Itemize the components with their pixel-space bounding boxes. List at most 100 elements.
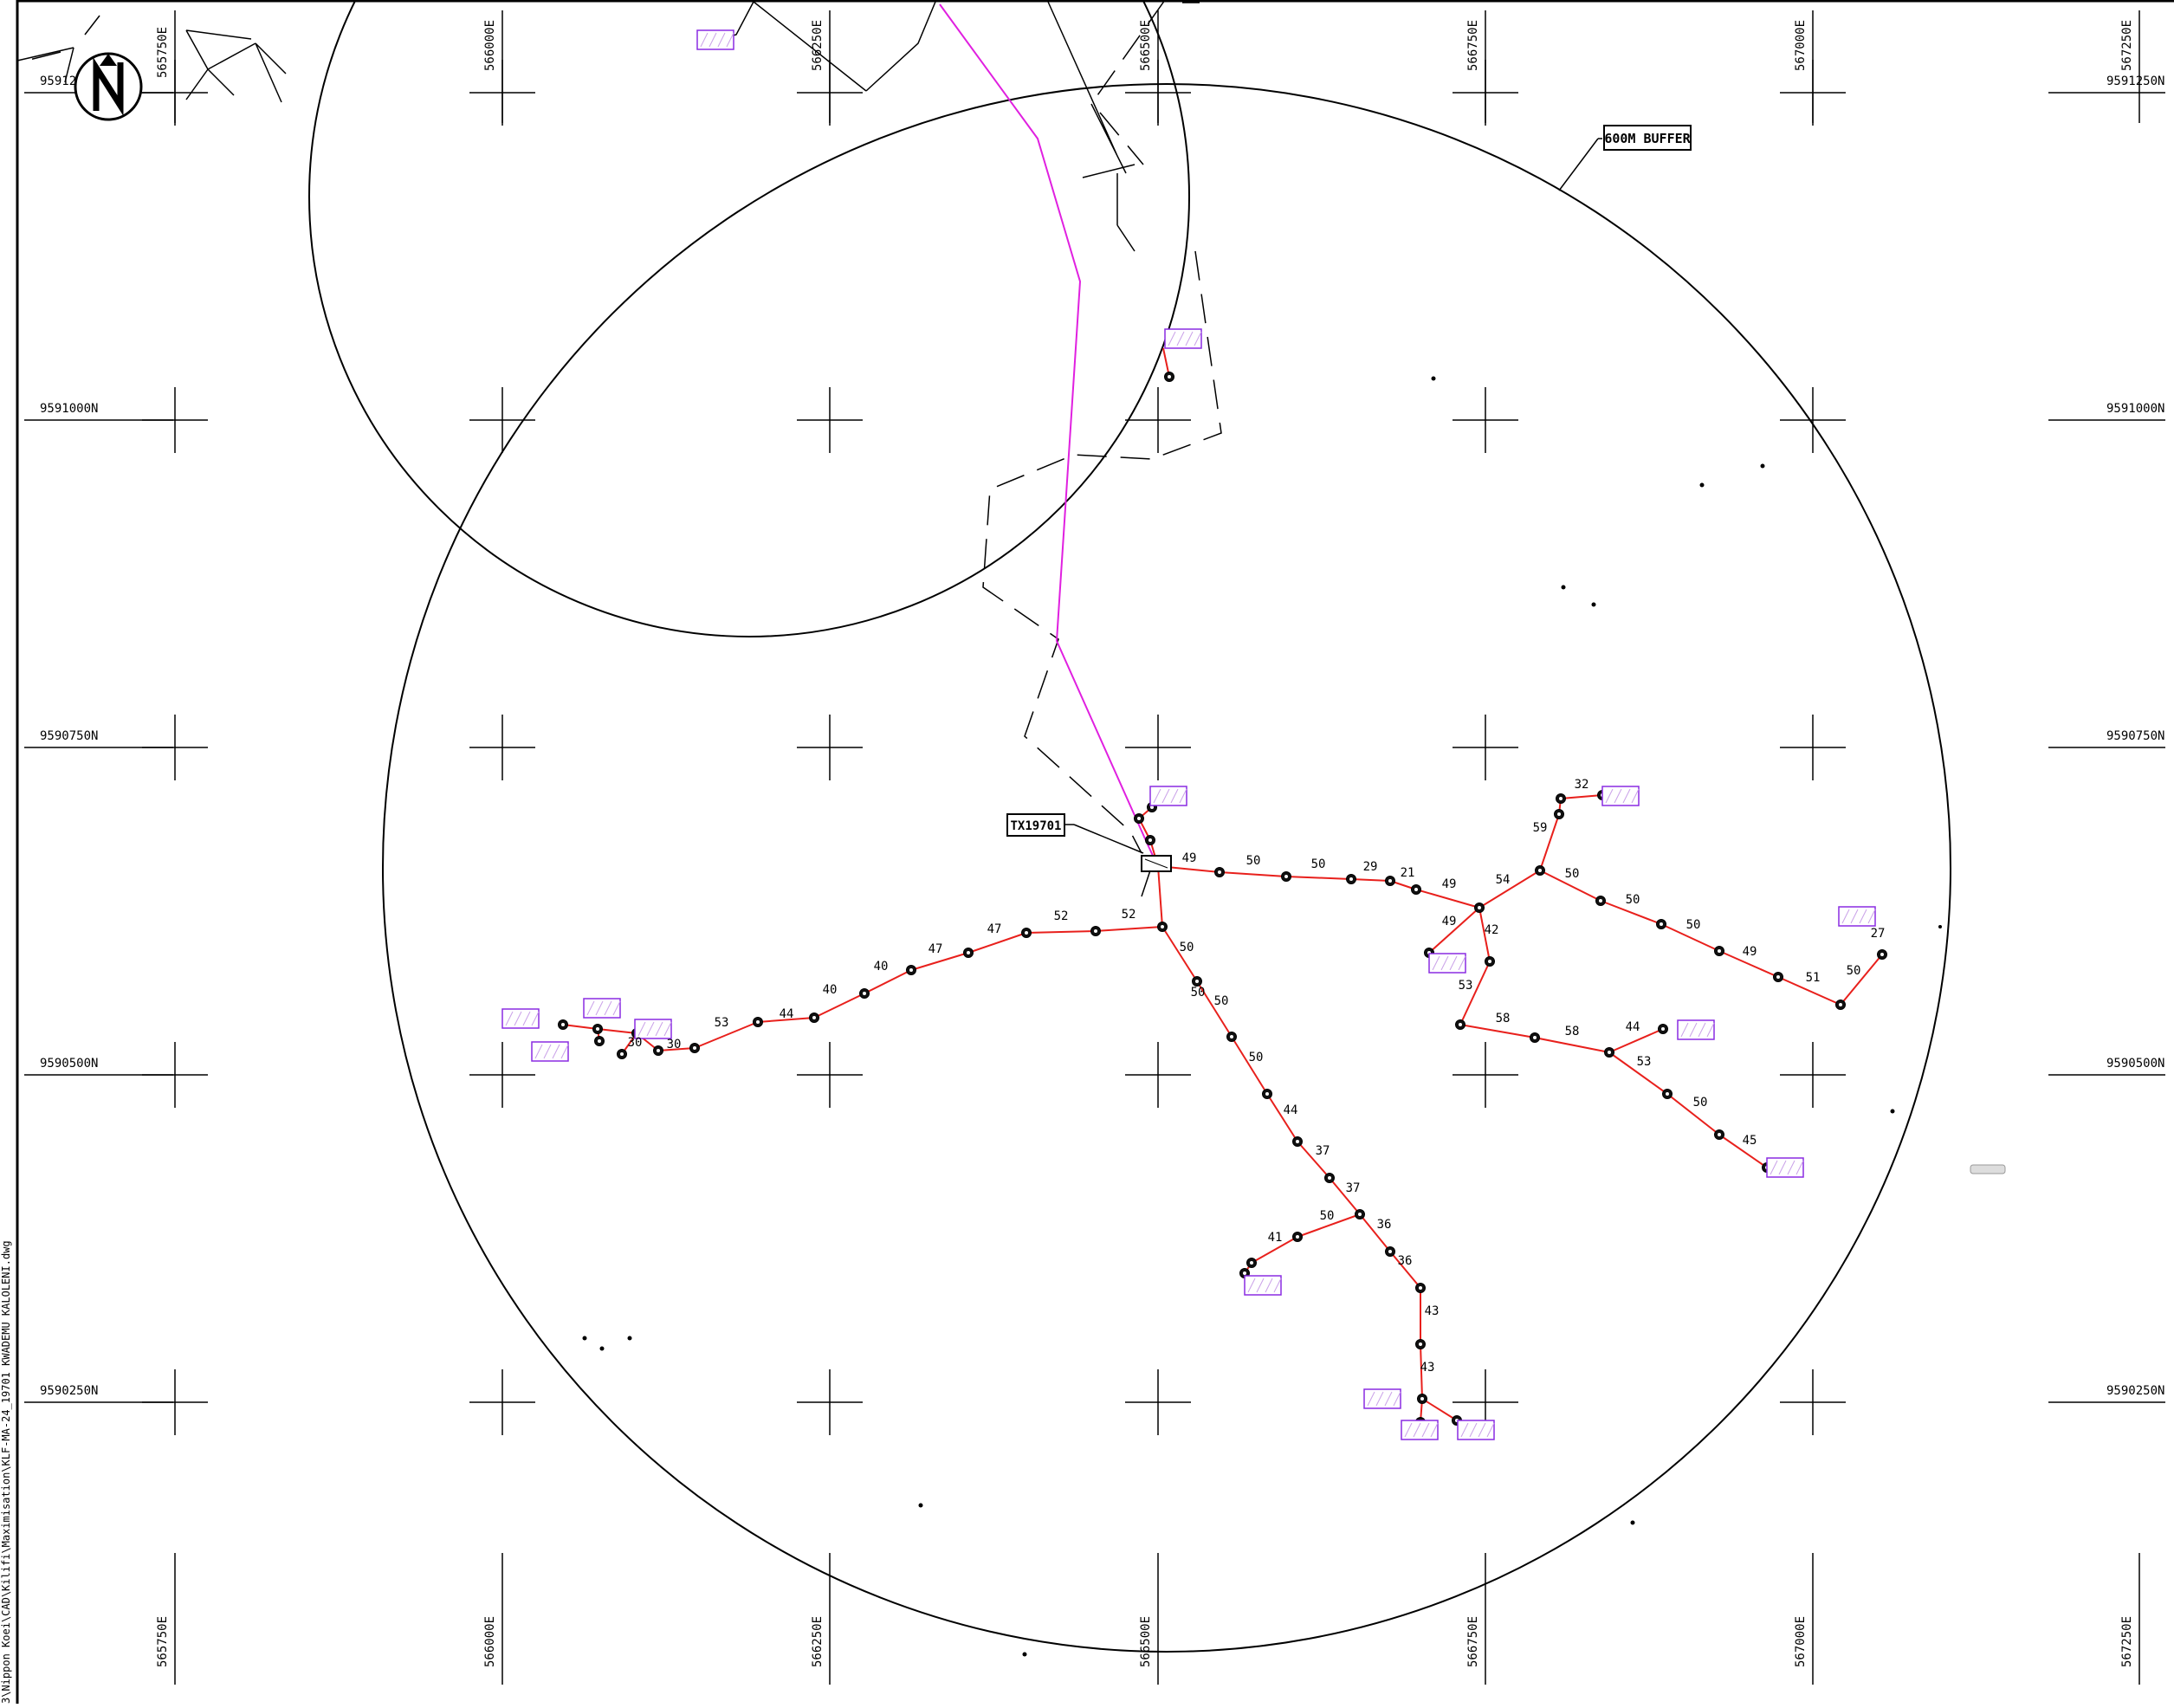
structure-hatch xyxy=(1680,1022,1689,1038)
span-length-label: 49 xyxy=(1743,945,1757,959)
structure-box[interactable] xyxy=(1766,1157,1804,1178)
structure-hatch xyxy=(1247,1278,1256,1293)
structure-hatch xyxy=(1153,788,1161,804)
structure-hatch xyxy=(1367,1391,1375,1407)
structure-box[interactable] xyxy=(1149,786,1187,806)
lv-span xyxy=(1219,871,1287,877)
pole-center xyxy=(1718,1133,1721,1136)
pole-center xyxy=(1218,870,1221,874)
pole-center xyxy=(1538,869,1542,872)
pole-center xyxy=(967,951,970,954)
structure-box[interactable] xyxy=(1428,953,1466,974)
structure-box[interactable] xyxy=(1401,1420,1439,1440)
lv-span xyxy=(1095,926,1163,932)
span-length-label: 50 xyxy=(1191,986,1206,1000)
span-length-label: 27 xyxy=(1871,927,1886,941)
pole-center xyxy=(596,1027,599,1031)
lv-span xyxy=(910,952,969,971)
structure-box[interactable] xyxy=(501,1008,540,1029)
pole-center xyxy=(756,1020,760,1024)
structure-box[interactable] xyxy=(696,29,734,50)
structure-hatch xyxy=(595,1000,604,1016)
lv-span xyxy=(1157,865,1163,928)
pole-center xyxy=(812,1016,816,1019)
span-length-label: 30 xyxy=(667,1038,682,1051)
pole-center xyxy=(1557,812,1561,816)
northing-left-label: 95912 xyxy=(40,74,76,88)
structure-hatch xyxy=(534,1044,543,1059)
structure-hatch xyxy=(1458,955,1466,971)
pole-center xyxy=(1150,805,1154,809)
easting-bottom-label: 567250E xyxy=(2120,1616,2134,1667)
pole-center xyxy=(1420,1397,1424,1401)
structure-hatch xyxy=(663,1021,672,1037)
northing-right-label: 9590750N xyxy=(2106,729,2164,743)
easting-top-label: 566000E xyxy=(483,20,497,71)
structure-hatch xyxy=(1393,1391,1401,1407)
span-length-label: 44 xyxy=(780,1007,794,1021)
structure-hatch xyxy=(708,32,717,48)
span-length-label: 47 xyxy=(987,922,1002,936)
easting-bottom-label: 566500E xyxy=(1139,1616,1153,1667)
lv-span xyxy=(1329,1177,1361,1215)
lv-span xyxy=(1539,813,1560,871)
structure-hatch xyxy=(1432,955,1440,971)
lv-span xyxy=(694,1021,759,1049)
structure-hatch xyxy=(1850,909,1859,924)
structure-box[interactable] xyxy=(1457,1420,1495,1440)
structure-hatch xyxy=(604,1000,612,1016)
span-length-label: 49 xyxy=(1442,915,1457,928)
span-length-label: 50 xyxy=(1565,867,1580,881)
lv-span xyxy=(1560,794,1603,799)
span-length-label: 51 xyxy=(1806,971,1821,985)
span-length-label: 30 xyxy=(628,1036,643,1050)
structure-box[interactable] xyxy=(531,1041,569,1062)
lv-network xyxy=(562,347,1883,1423)
lv-span xyxy=(1350,878,1391,882)
structure-hatch xyxy=(1631,788,1640,804)
pole-center xyxy=(598,1039,601,1043)
structure-box[interactable] xyxy=(1363,1388,1401,1409)
pole-center xyxy=(1880,953,1884,956)
structure-hatch xyxy=(1706,1022,1715,1038)
northing-left-label: 9590250N xyxy=(40,1384,98,1398)
span-length-label: 50 xyxy=(1180,941,1194,954)
structure-hatch xyxy=(1460,1422,1469,1438)
structure-hatch xyxy=(543,1044,552,1059)
lv-span xyxy=(1026,930,1097,934)
easting-bottom-label: 566000E xyxy=(483,1616,497,1667)
pole-center xyxy=(1094,929,1097,933)
structure-box[interactable] xyxy=(583,998,621,1019)
span-length-label: 52 xyxy=(1122,908,1136,922)
structure-hatch xyxy=(1841,909,1850,924)
structure-box[interactable] xyxy=(1677,1019,1715,1040)
pole-center xyxy=(1666,1092,1669,1096)
structure-hatch xyxy=(1170,788,1179,804)
lv-span xyxy=(1266,1093,1298,1142)
pole-center xyxy=(1358,1213,1362,1216)
structure-box[interactable] xyxy=(1601,786,1640,806)
northing-right-label: 9591250N xyxy=(2106,74,2164,88)
northing-right-label: 9590250N xyxy=(2106,1384,2164,1398)
span-length-label: 36 xyxy=(1377,1218,1392,1232)
span-length-label: 53 xyxy=(715,1016,729,1030)
northing-right-label: 9591000N xyxy=(2106,402,2164,416)
grid-ticks xyxy=(24,10,2165,1685)
neighbour-network xyxy=(16,1,1200,252)
span-length-label: 49 xyxy=(1182,851,1197,865)
pole-center xyxy=(909,968,913,972)
lv-span xyxy=(1478,907,1491,962)
lv-span xyxy=(1251,1236,1298,1264)
lv-span xyxy=(562,1024,598,1030)
span-length-label: 43 xyxy=(1425,1304,1440,1318)
structure-box[interactable] xyxy=(1244,1275,1282,1296)
pole-center xyxy=(1839,1003,1842,1006)
structure-box[interactable] xyxy=(1838,906,1876,927)
span-length-label: 50 xyxy=(1249,1051,1264,1064)
lv-span xyxy=(1428,907,1480,954)
lv-span xyxy=(1478,870,1541,909)
easting-bottom-label: 567000E xyxy=(1794,1616,1808,1667)
structure-box[interactable] xyxy=(1164,328,1202,349)
span-length-label: 32 xyxy=(1575,778,1589,792)
